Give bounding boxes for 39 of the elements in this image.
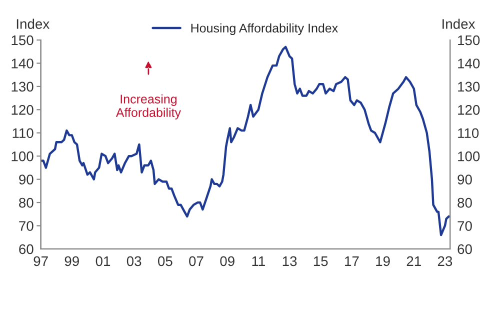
y2-tick-label: 70 [458,221,472,231]
x-tick-label: 19 [376,256,390,266]
y-axis-title: Index [16,18,50,29]
x-tick-label: 17 [345,256,359,266]
y-tick-label: 100 [12,151,34,162]
line-series [40,46,450,236]
y2-tick-label: 100 [458,151,480,162]
y-tick-label: 150 [12,35,34,46]
x-tick-label: 13 [282,256,297,266]
y2-tick-label: 140 [458,58,480,68]
y-tick-label: 110 [12,128,34,138]
x-tick-label: 99 [64,256,79,266]
x-tick-label: 23 [438,256,452,266]
y-tick-label: 60 [19,244,34,254]
y2-tick-label: 150 [458,35,480,46]
x-tick-label: 09 [220,256,234,266]
x-tick-label: 05 [158,256,172,266]
y-tick-label: 80 [19,198,34,208]
y-tick-label: 140 [12,58,34,68]
x-tick-label: 21 [406,256,421,266]
x-tick-label: 01 [96,256,110,266]
y2-tick-label: 110 [458,128,479,138]
y2-tick-label: 90 [458,174,472,184]
x-tick-label: 11 [252,256,265,266]
y2-tick-label: 120 [458,104,480,115]
y2-tick-label: 80 [458,198,472,208]
legend-label: Housing Affordability Index [191,23,338,36]
y-tick-label: 90 [19,174,34,184]
annotation: Increasing Affordability [116,94,181,120]
y-tick-label: 120 [12,104,34,115]
x-tick-label: 97 [34,256,48,266]
y-tick-label: 130 [12,82,34,92]
x-tick-label: 15 [314,256,328,266]
y2-tick-label: 130 [458,82,480,92]
x-tick-label: 07 [189,256,204,266]
y-tick-label: 70 [19,221,34,231]
y2-axis-title: Index [442,18,476,29]
y2-tick-label: 60 [458,244,472,254]
x-tick-label: 03 [126,256,142,266]
